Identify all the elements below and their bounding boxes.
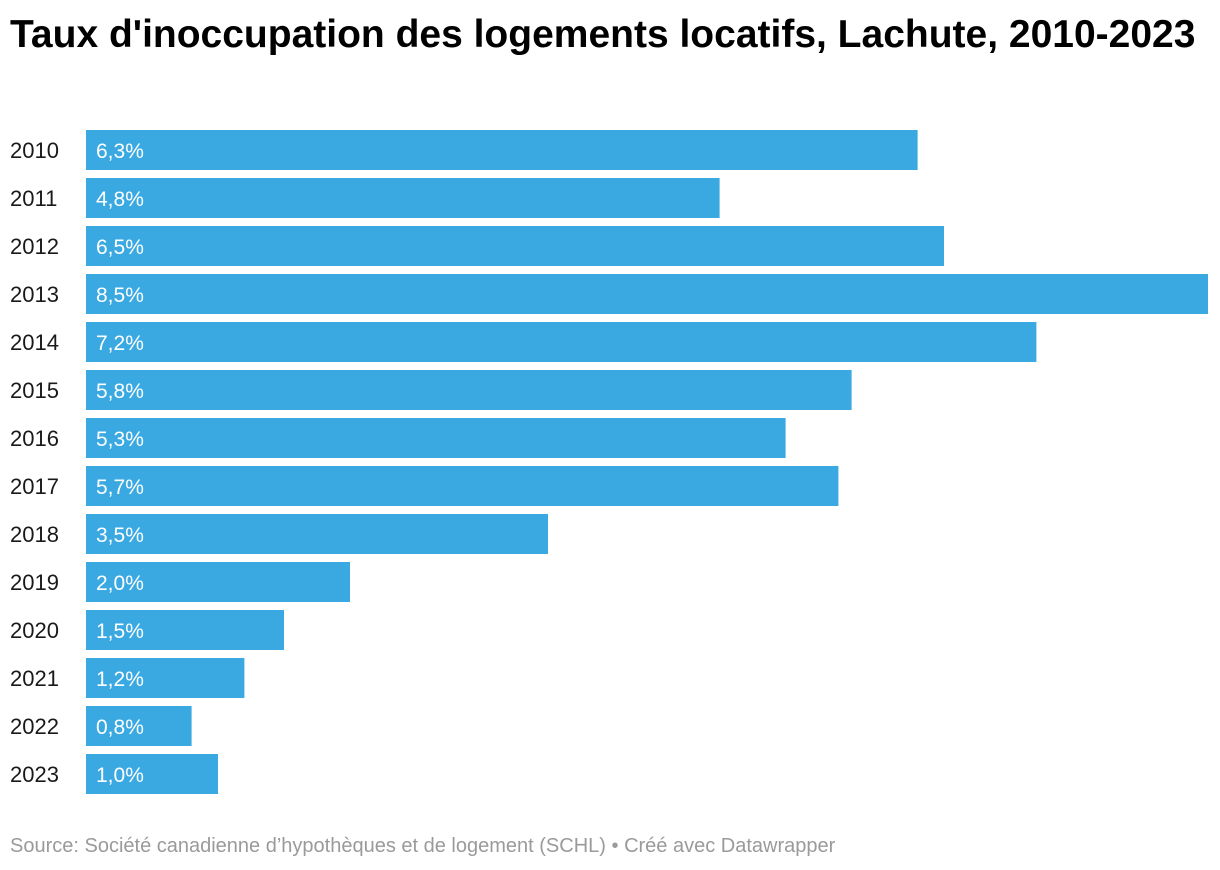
category-label: 2022 (10, 714, 59, 739)
bar-row-2017: 2017 5,7% (10, 466, 839, 506)
bar-2015 (86, 370, 852, 410)
value-label: 7,2% (96, 332, 144, 355)
bar-row-2021: 2021 1,2% (10, 658, 245, 698)
bar-row-2023: 2023 1,0% (10, 754, 218, 794)
bar-2017 (86, 466, 839, 506)
bar-row-2011: 2011 4,8% (10, 178, 720, 218)
bar-row-2010: 2010 6,3% (10, 130, 918, 170)
category-label: 2013 (10, 282, 59, 307)
value-label: 1,0% (96, 764, 144, 787)
value-label: 4,8% (96, 188, 144, 211)
category-label: 2015 (10, 378, 59, 403)
value-label: 2,0% (96, 572, 144, 595)
bar-row-2020: 2020 1,5% (10, 610, 284, 650)
bar-2014 (86, 322, 1037, 362)
value-label: 5,8% (96, 380, 144, 403)
category-label: 2023 (10, 762, 59, 787)
value-label: 1,2% (96, 668, 144, 691)
value-label: 3,5% (96, 524, 144, 547)
value-label: 5,7% (96, 476, 144, 499)
bar-row-2015: 2015 5,8% (10, 370, 852, 410)
bar-row-2016: 2016 5,3% (10, 418, 786, 458)
bar-2013 (86, 274, 1208, 314)
bar-row-2019: 2019 2,0% (10, 562, 350, 602)
footer-separator: • (611, 835, 619, 857)
footer-source: Source: Société canadienne d’hypothèques… (10, 835, 606, 857)
category-label: 2010 (10, 138, 59, 163)
category-label: 2012 (10, 234, 59, 259)
category-label: 2019 (10, 570, 59, 595)
bar-2019 (86, 562, 350, 602)
bar-2020 (86, 610, 284, 650)
category-label: 2018 (10, 522, 59, 547)
bar-row-2013: 2013 8,5% (10, 274, 1208, 314)
category-label: 2016 (10, 426, 59, 451)
footer-credit: Créé avec Datawrapper (624, 835, 836, 857)
bar-2016 (86, 418, 786, 458)
bar-row-2018: 2018 3,5% (10, 514, 548, 554)
chart-footer: Source: Société canadienne d’hypothèques… (10, 834, 835, 858)
value-label: 6,3% (96, 140, 144, 163)
bar-2021 (86, 658, 245, 698)
category-label: 2011 (10, 186, 57, 211)
bar-2010 (86, 130, 918, 170)
bar-row-2022: 2022 0,8% (10, 706, 192, 746)
value-label: 8,5% (96, 284, 144, 307)
category-label: 2020 (10, 618, 59, 643)
category-label: 2021 (10, 666, 59, 691)
bar-2011 (86, 178, 720, 218)
bar-row-2012: 2012 6,5% (10, 226, 944, 266)
value-label: 0,8% (96, 716, 144, 739)
bar-2018 (86, 514, 548, 554)
value-label: 6,5% (96, 236, 144, 259)
category-label: 2017 (10, 474, 59, 499)
category-label: 2014 (10, 330, 59, 355)
bar-2012 (86, 226, 944, 266)
value-label: 5,3% (96, 428, 144, 451)
bar-row-2014: 2014 7,2% (10, 322, 1037, 362)
value-label: 1,5% (96, 620, 144, 643)
bar-2022 (86, 706, 192, 746)
chart-title: Taux d'inoccupation des logements locati… (10, 13, 1196, 56)
bar-2023 (86, 754, 218, 794)
